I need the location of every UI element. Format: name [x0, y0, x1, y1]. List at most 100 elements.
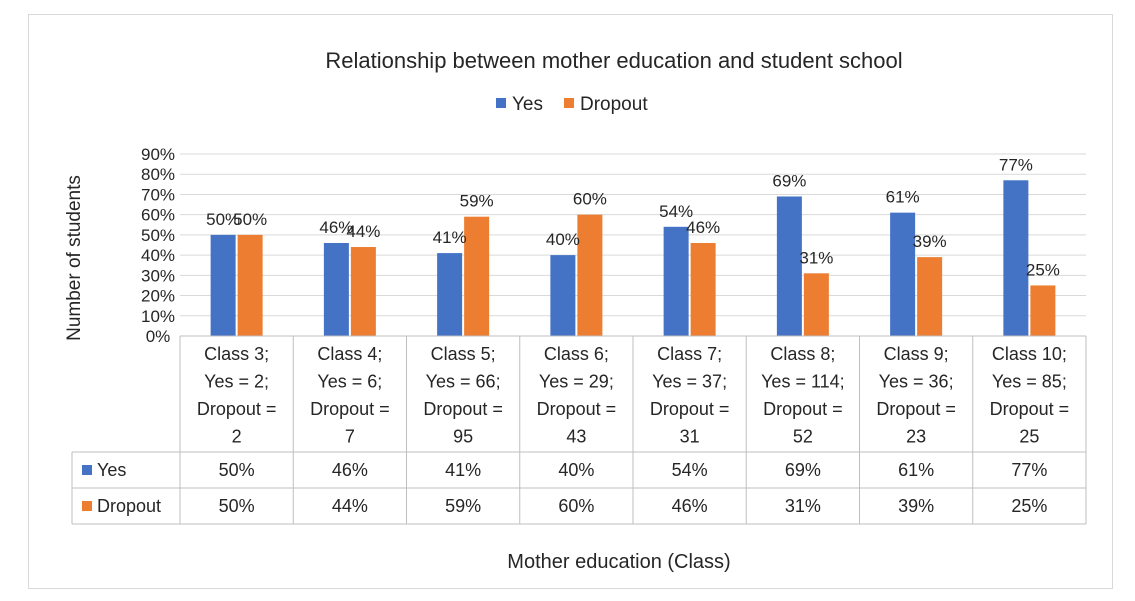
bar-data-label: 50%	[206, 210, 240, 229]
bar-data-label: 60%	[573, 190, 607, 209]
category-label: Yes = 2;	[204, 372, 269, 392]
table-cell: 44%	[332, 496, 368, 516]
category-label: Class 4;	[317, 344, 382, 364]
table-series-name: Yes	[97, 460, 126, 480]
bar-data-label: 50%	[233, 210, 267, 229]
bar-dropout	[917, 257, 943, 336]
bar-yes	[663, 226, 689, 336]
table-cell: 40%	[558, 460, 594, 480]
category-label: Class 6;	[544, 344, 609, 364]
y-tick-label: 90%	[141, 145, 175, 164]
category-label: Class 5;	[431, 344, 496, 364]
bars	[210, 180, 1056, 336]
y-tick-label: 30%	[141, 266, 175, 285]
bar-yes	[550, 255, 576, 336]
category-label: Yes = 66;	[426, 372, 501, 392]
bar-data-labels: 50% 46% 41% 40% 54% 69% 61% 77% 50% 44% 59% 60% 46% 3…	[206, 155, 1060, 279]
bar-yes	[1003, 180, 1029, 336]
table-cell: 61%	[898, 460, 934, 480]
category-label: Dropout =	[763, 399, 843, 419]
table-cell: 77%	[1011, 460, 1047, 480]
table-cell: 46%	[672, 496, 708, 516]
y-tick-label: 80%	[141, 165, 175, 184]
table-cell: 39%	[898, 496, 934, 516]
y-tick-label: 60%	[141, 206, 175, 225]
legend-label: Dropout	[580, 94, 648, 115]
category-label: Yes = 37;	[652, 372, 727, 392]
bar-dropout	[464, 216, 490, 336]
bar-data-label: 31%	[799, 248, 833, 267]
bar-dropout	[350, 247, 376, 336]
y-axis-label: Number of students	[64, 175, 85, 341]
table-cell: 50%	[219, 460, 255, 480]
bar-data-label: 44%	[346, 222, 380, 241]
bar-yes	[890, 212, 916, 336]
category-label: Dropout =	[990, 399, 1070, 419]
category-label: Dropout =	[650, 399, 730, 419]
category-label: 23	[906, 427, 926, 447]
category-label: Yes = 114;	[761, 372, 845, 392]
bar-data-label: 25%	[1026, 260, 1060, 279]
chart-title: Relationship between mother education an…	[325, 48, 902, 73]
category-label: Class 9;	[884, 344, 949, 364]
category-label: Dropout =	[197, 399, 277, 419]
bar-data-label: 41%	[433, 228, 467, 247]
legend-key	[496, 98, 506, 108]
category-label: Yes = 6;	[317, 372, 382, 392]
legend: Yes Dropout	[496, 94, 648, 115]
bar-dropout	[1030, 285, 1056, 336]
bar-data-label: 40%	[546, 230, 580, 249]
bar-dropout	[577, 214, 603, 336]
category-label: Class 7;	[657, 344, 722, 364]
table-series-name: Dropout	[97, 496, 161, 516]
category-label: Dropout =	[423, 399, 503, 419]
y-tick-label: 40%	[141, 246, 175, 265]
bar-dropout	[237, 234, 263, 336]
y-tick-label: 20%	[141, 287, 175, 306]
table-legend-key	[82, 501, 92, 511]
table-cell: 25%	[1011, 496, 1047, 516]
y-axis-ticks: 0%10%20% 30%40%50%60% 70%80%90%	[141, 145, 175, 346]
category-label: Yes = 85;	[992, 372, 1067, 392]
category-label: Dropout =	[876, 399, 956, 419]
bar-data-label: 77%	[999, 155, 1033, 174]
bar-dropout	[803, 273, 829, 336]
table-cell: 31%	[785, 496, 821, 516]
table-legend-key	[82, 465, 92, 475]
bar-data-label: 39%	[913, 232, 947, 251]
category-label: Yes = 29;	[539, 372, 614, 392]
table-cell: 46%	[332, 460, 368, 480]
category-label: 7	[345, 427, 355, 447]
category-label: 43	[566, 427, 586, 447]
category-label: Dropout =	[537, 399, 617, 419]
category-label: 52	[793, 427, 813, 447]
table-cell: 69%	[785, 460, 821, 480]
category-label: 2	[232, 427, 242, 447]
table-cell: 60%	[558, 496, 594, 516]
table-cell: 50%	[219, 496, 255, 516]
bar-yes	[437, 253, 463, 336]
x-axis-label: Mother education (Class)	[507, 551, 730, 573]
y-tick-label: 70%	[141, 185, 175, 204]
legend-key	[564, 98, 574, 108]
data-table: Class 3; Yes = 2; Dropout = 2 Class 4; Yes = …	[71, 335, 1087, 525]
bar-data-label: 69%	[772, 171, 806, 190]
category-label: Class 3;	[204, 344, 269, 364]
table-cell: 41%	[445, 460, 481, 480]
table-cell: 59%	[445, 496, 481, 516]
bar-data-label: 46%	[686, 218, 720, 237]
y-tick-label: 50%	[141, 226, 175, 245]
bar-data-label: 61%	[886, 188, 920, 207]
category-label: Class 8;	[770, 344, 835, 364]
gridlines	[180, 153, 1086, 337]
y-tick-label: 10%	[141, 307, 175, 326]
category-label: 25	[1019, 427, 1039, 447]
bar-yes	[210, 234, 236, 336]
table-cell: 54%	[672, 460, 708, 480]
bar-data-label: 59%	[460, 192, 494, 211]
category-label: Yes = 36;	[879, 372, 954, 392]
category-label: 31	[680, 427, 700, 447]
category-label: Class 10;	[992, 344, 1067, 364]
bar-yes	[776, 196, 802, 336]
